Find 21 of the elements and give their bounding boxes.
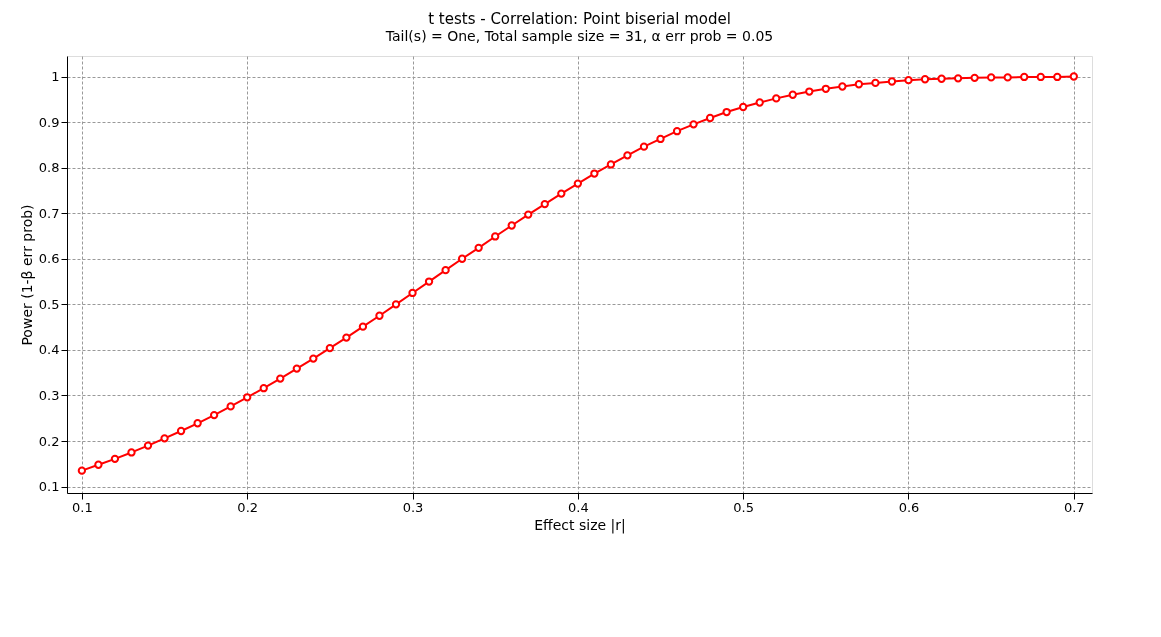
x-tick-label: 0.4 — [568, 499, 589, 515]
y-axis-title: Power (1-β err prob) — [18, 204, 35, 346]
x-tick-label: 0.3 — [402, 499, 424, 515]
y-tick-label: 0.2 — [38, 433, 60, 449]
y-tick-label: 0.4 — [38, 342, 60, 358]
y-tick-label: 1 — [51, 69, 60, 85]
x-tick-label: 0.1 — [72, 499, 93, 515]
y-tick-label: 0.5 — [38, 296, 60, 312]
y-tick-label: 0.1 — [38, 479, 60, 495]
y-tick-label: 0.7 — [38, 205, 60, 221]
x-tick-label: 0.7 — [1063, 499, 1085, 515]
chart-subtitle: Tail(s) = One, Total sample size = 31, α err prob = 0.05 — [384, 28, 774, 44]
x-tick-label: 0.6 — [898, 499, 920, 515]
y-tick-label: 0.9 — [38, 114, 60, 130]
chart-title: t tests - Correlation: Point biserial model — [428, 10, 731, 28]
x-axis-title: Effect size |r| — [534, 516, 626, 534]
y-tick-label: 0.8 — [38, 160, 60, 176]
x-tick-label: 0.2 — [237, 499, 259, 515]
y-tick-label: 0.3 — [38, 387, 60, 403]
y-tick-label: 0.6 — [38, 251, 60, 267]
x-tick-label: 0.5 — [733, 499, 755, 515]
